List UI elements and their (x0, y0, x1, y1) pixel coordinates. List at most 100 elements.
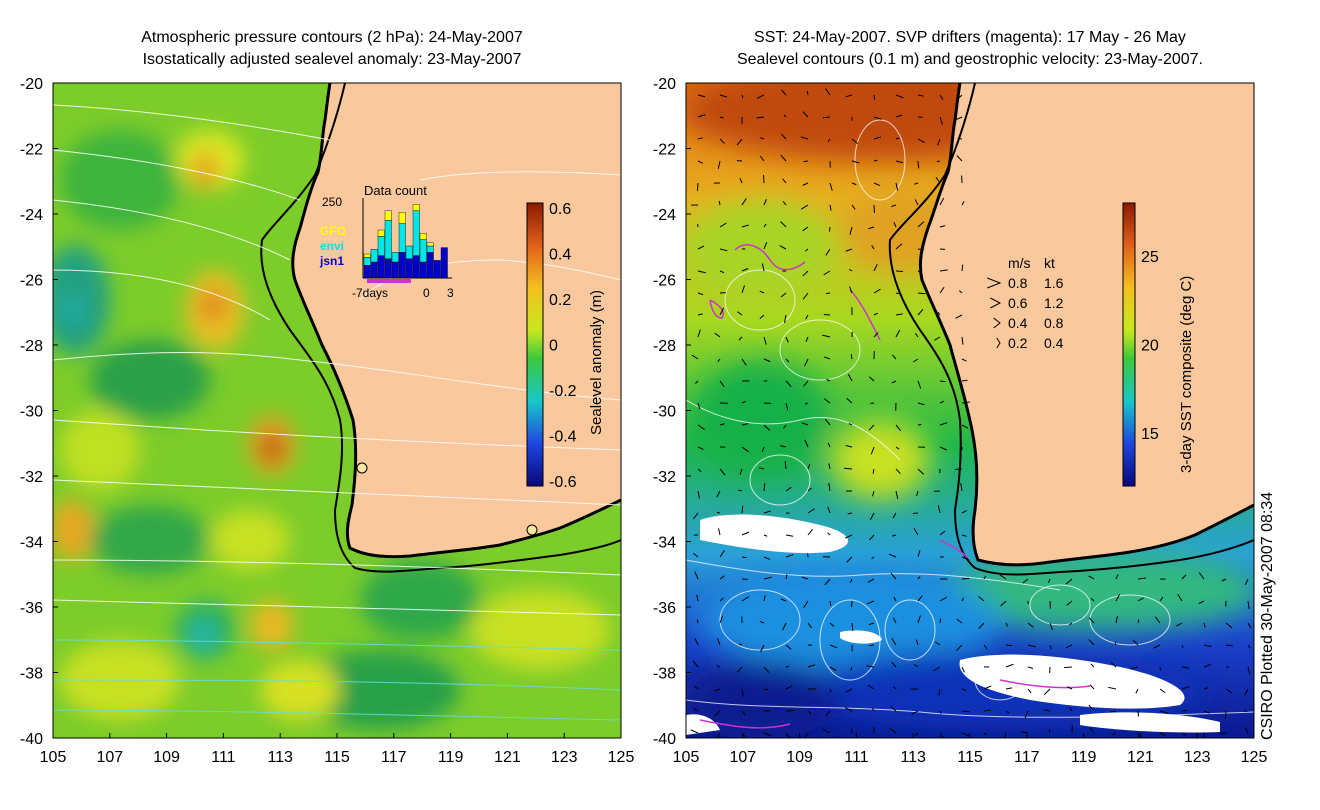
sealevel-contours (686, 119, 1254, 718)
velocity-arrow (1115, 615, 1119, 624)
velocity-arrow (850, 666, 853, 671)
velocity-arrow (917, 380, 922, 389)
velocity-arrow (741, 556, 747, 559)
velocity-arrow (915, 639, 919, 646)
velocity-arrow (802, 182, 809, 186)
velocity-arrow (939, 94, 944, 100)
velocity-arrow (939, 422, 948, 426)
velocity-arrow (763, 483, 766, 492)
speed-legend-ms: 0.2 (1008, 335, 1028, 351)
velocity-arrow (801, 576, 809, 580)
sla-tick-label: 0.6 (549, 201, 571, 218)
velocity-arrow (825, 88, 831, 96)
velocity-arrow (802, 292, 809, 300)
velocity-arrow (1048, 729, 1051, 734)
velocity-arrow (824, 418, 831, 426)
velocity-arrow (697, 160, 704, 164)
velocity-arrow (871, 707, 875, 712)
velocity-arrow (1225, 622, 1233, 629)
velocity-arrow (961, 597, 964, 602)
inset-legend-gfo: GFO (320, 224, 346, 238)
velocity-arrow (719, 116, 724, 119)
velocity-arrow (717, 358, 721, 362)
inset-bar-envi (412, 210, 420, 256)
velocity-arrow (822, 334, 831, 338)
inset-title: Data count (364, 183, 427, 198)
speed-legend-header-ms: m/s (1008, 255, 1031, 271)
velocity-arrow (760, 644, 765, 653)
velocity-arrow (719, 423, 725, 426)
velocity-arrow (756, 116, 765, 119)
velocity-arrow (961, 732, 970, 737)
inset-xlabel-start: -7days (352, 286, 388, 300)
velocity-arrow (917, 615, 921, 624)
velocity-arrow (939, 269, 948, 272)
left-lat-label: -24 (20, 207, 43, 224)
velocity-arrow (719, 615, 724, 624)
inset-bar-envi (377, 236, 385, 256)
velocity-arrow (917, 270, 922, 274)
speed-legend-kt: 1.6 (1044, 275, 1064, 291)
velocity-arrow (844, 534, 853, 539)
velocity-arrow (803, 380, 809, 387)
velocity-arrow (1244, 688, 1249, 696)
left-title-line2: Isostatically adjusted sealevel anomaly:… (142, 51, 522, 68)
left-lon-label: 117 (381, 749, 407, 766)
velocity-arrow (1066, 600, 1073, 606)
velocity-arrow (1110, 710, 1117, 713)
velocity-arrow (873, 136, 882, 140)
velocity-arrow (823, 313, 831, 316)
velocity-arrow (939, 400, 945, 404)
velocity-arrow (737, 311, 743, 316)
velocity-arrow (917, 576, 921, 580)
velocity-arrow (1225, 688, 1232, 694)
right-lat-label: -40 (653, 731, 676, 748)
velocity-arrow (824, 356, 831, 360)
velocity-arrow (939, 596, 947, 602)
velocity-arrow (868, 376, 875, 382)
velocity-arrow (844, 467, 853, 470)
velocity-arrow (759, 314, 765, 320)
inset-bar-envi (426, 245, 434, 253)
velocity-arrow (895, 94, 904, 99)
velocity-arrow (800, 204, 809, 210)
velocity-arrow (759, 290, 765, 294)
velocity-arrow (1203, 663, 1212, 668)
inset-bar-jsn1 (363, 265, 371, 279)
velocity-arrow (697, 313, 703, 316)
velocity-arrow (939, 530, 946, 536)
right-lat-label: -38 (653, 666, 676, 683)
velocity-arrow (939, 197, 945, 206)
velocity-arrow (716, 511, 721, 514)
velocity-arrow (1247, 666, 1251, 675)
velocity-arrow (822, 728, 831, 734)
velocity-arrow (807, 463, 811, 470)
velocity-arrow (781, 89, 787, 96)
sst-tick-label: 20 (1141, 338, 1159, 355)
velocity-arrow (780, 445, 787, 448)
velocity-arrow (696, 619, 699, 624)
velocity-arrow (935, 177, 941, 184)
velocity-arrow (697, 114, 706, 118)
velocity-arrow (917, 468, 925, 475)
velocity-arrow (1089, 684, 1095, 690)
right-lat-label: -30 (653, 404, 676, 421)
right-lon-label: 117 (1014, 749, 1040, 766)
velocity-arrow (761, 446, 765, 453)
velocity-arrow (849, 268, 853, 272)
velocity-arrow (851, 622, 854, 632)
velocity-arrow (719, 380, 725, 388)
left-lat-label: -34 (20, 535, 43, 552)
velocity-arrow (961, 666, 965, 673)
left-lon-label: 105 (40, 749, 67, 766)
velocity-arrow (873, 182, 881, 187)
right-lon-label: 107 (729, 749, 756, 766)
speed-legend-header-kt: kt (1044, 255, 1055, 271)
velocity-arrow (1115, 574, 1119, 580)
velocity-arrow (785, 685, 793, 690)
velocity-arrow (845, 445, 853, 448)
left-lat-label: -20 (20, 76, 43, 93)
velocity-arrow (1088, 575, 1095, 580)
velocity-arrow (719, 307, 725, 316)
velocity-arrow (1245, 727, 1249, 734)
